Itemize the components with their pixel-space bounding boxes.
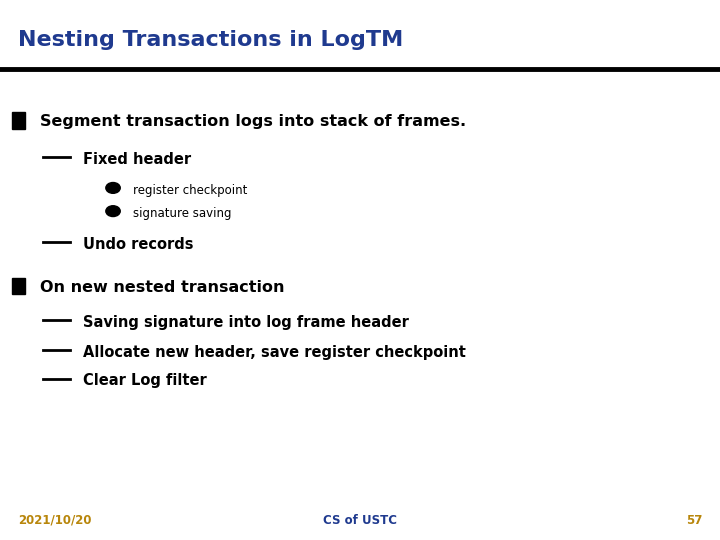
- Text: Clear Log filter: Clear Log filter: [83, 373, 207, 388]
- Text: Undo records: Undo records: [83, 237, 193, 252]
- Text: Nesting Transactions in LogTM: Nesting Transactions in LogTM: [18, 30, 403, 50]
- Circle shape: [106, 206, 120, 217]
- Text: CS of USTC: CS of USTC: [323, 514, 397, 526]
- Text: 57: 57: [685, 514, 702, 526]
- Text: Saving signature into log frame header: Saving signature into log frame header: [83, 315, 409, 330]
- Bar: [12, 112, 25, 129]
- Text: 2021/10/20: 2021/10/20: [18, 514, 91, 526]
- Text: Allocate new header, save register checkpoint: Allocate new header, save register check…: [83, 345, 466, 360]
- Circle shape: [106, 183, 120, 193]
- Text: On new nested transaction: On new nested transaction: [40, 280, 284, 295]
- Bar: [12, 278, 25, 294]
- Text: register checkpoint: register checkpoint: [133, 184, 248, 197]
- Text: Fixed header: Fixed header: [83, 152, 191, 167]
- Text: signature saving: signature saving: [133, 207, 232, 220]
- Text: Segment transaction logs into stack of frames.: Segment transaction logs into stack of f…: [40, 114, 466, 129]
